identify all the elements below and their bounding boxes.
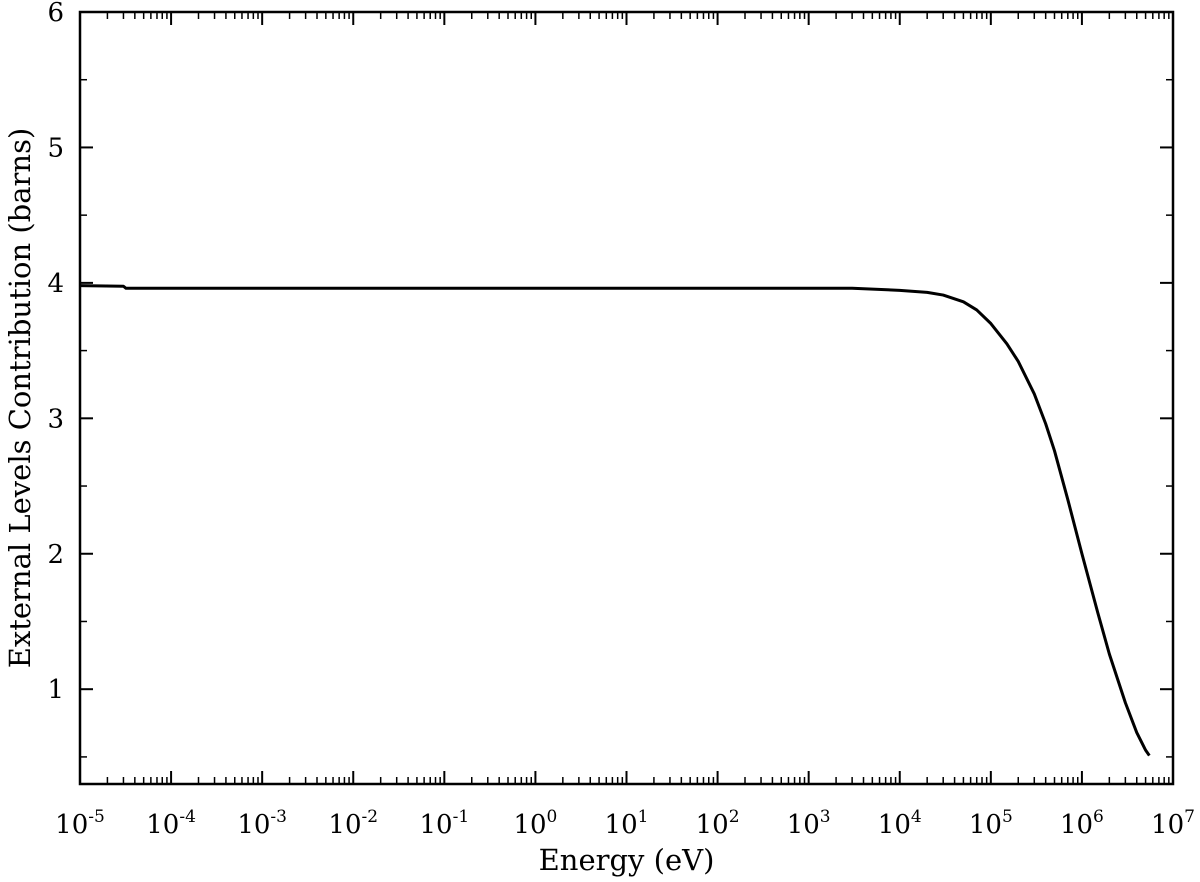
x-tick-label-exponent: -4 [179,807,196,827]
x-tick-label-base: 10 [513,810,546,840]
y-major-ticks [80,11,1173,691]
x-tick-label: 103 [787,807,831,840]
y-tick-label: 4 [47,269,64,299]
x-tick-label-exponent: -3 [270,807,287,827]
plot-frame [78,10,1175,786]
x-tick-label: 10-4 [146,807,196,840]
x-tick-label: 10-5 [55,807,105,840]
x-tick-label-base: 10 [146,810,179,840]
x-tick-label-base: 10 [1060,810,1093,840]
series-line [79,284,1151,757]
x-axis-title: Energy (eV) [539,843,715,877]
x-tick-label-base: 10 [237,810,270,840]
x-tick-label-base: 10 [969,810,1002,840]
x-tick-label-base: 10 [328,810,361,840]
x-tick-label: 100 [513,807,557,840]
x-tick-label: 107 [1151,807,1195,840]
x-tick-label-exponent: -5 [88,807,105,827]
x-tick-label-base: 10 [420,810,453,840]
x-minor-ticks [106,12,1170,784]
y-tick-label: 1 [47,675,64,705]
x-tick-label-base: 10 [878,810,911,840]
x-tick-label-base: 10 [787,810,820,840]
x-tick-label-exponent: 6 [1093,807,1104,827]
x-tick-label: 106 [1060,807,1104,840]
x-tick-label-exponent: 3 [820,807,831,827]
x-tick-label-exponent: -2 [362,807,379,827]
x-tick-label-exponent: 4 [911,807,922,827]
y-tick-label: 2 [47,540,64,570]
x-tick-label: 104 [878,807,922,840]
x-tick-label: 10-1 [420,807,470,840]
x-tick-label: 105 [969,807,1013,840]
x-major-ticks [79,12,1174,784]
x-tick-label-exponent: 7 [1184,807,1195,827]
x-tick-label-base: 10 [1151,810,1184,840]
x-tick-label: 10-3 [237,807,287,840]
x-tick-label-base: 10 [55,810,88,840]
y-tick-labels: 1 2 3 4 5 6 [47,0,64,705]
x-tick-label-exponent: 2 [729,807,740,827]
x-tick-label-base: 10 [605,810,638,840]
x-tick-label: 102 [696,807,740,840]
y-tick-label: 6 [47,0,64,28]
y-axis-title: External Levels Contribution (barns) [3,128,37,669]
y-minor-ticks [80,78,1173,758]
x-tick-labels: 10-5 10-4 10-3 10-2 10-1 100 101 102 103 104 105 10… [55,807,1195,840]
x-tick-label: 10-2 [328,807,378,840]
x-tick-label: 101 [605,807,649,840]
x-tick-label-exponent: -1 [453,807,470,827]
x-tick-label-exponent: 1 [638,807,649,827]
x-tick-label-base: 10 [696,810,729,840]
y-tick-label: 5 [47,133,64,163]
x-tick-label-exponent: 0 [547,807,558,827]
x-tick-label-exponent: 5 [1002,807,1013,827]
y-tick-label: 3 [47,404,64,434]
